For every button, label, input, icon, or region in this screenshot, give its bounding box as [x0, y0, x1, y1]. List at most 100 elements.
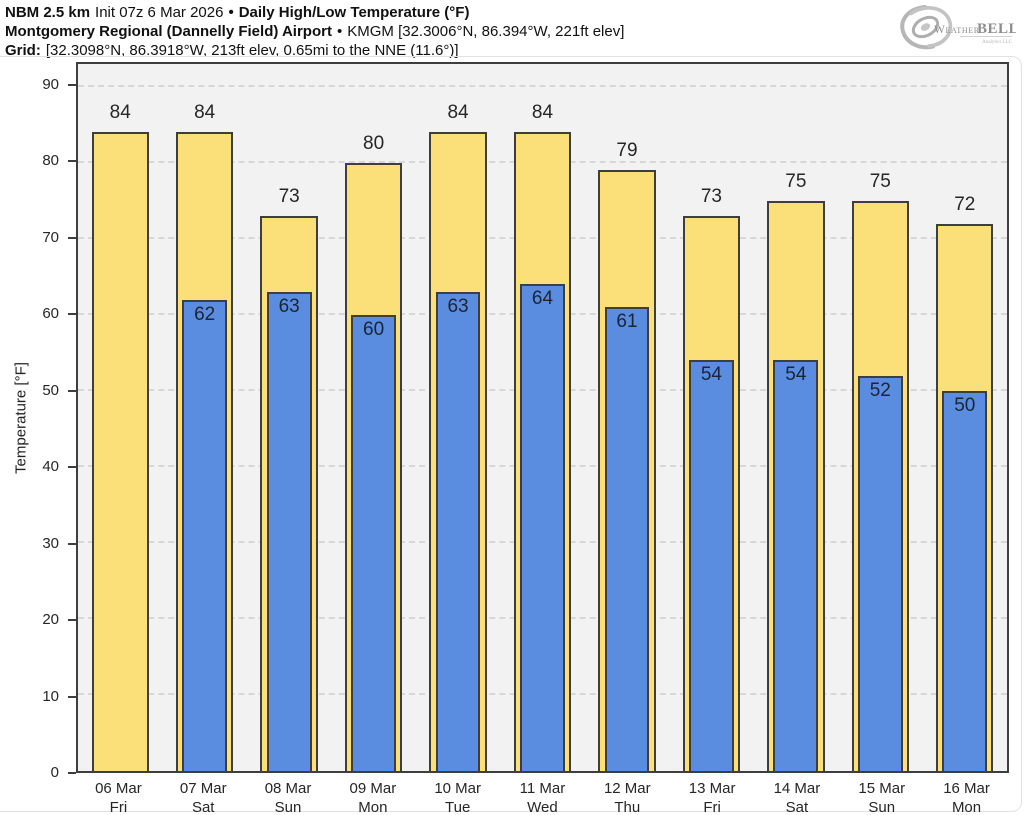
low-bar: 63: [266, 292, 312, 771]
low-bar: 54: [689, 360, 734, 771]
header-line-1: NBM 2.5 km Init 07z 6 Mar 2026 • Daily H…: [5, 3, 624, 22]
y-tick-mark-40: [68, 466, 76, 469]
x-tick-label-11: 16 Mar Mon: [924, 779, 1009, 815]
y-tick-mark-20: [68, 619, 76, 622]
y-tick-label-40: 40: [42, 458, 59, 476]
x-tick-day: Sun: [868, 799, 896, 815]
low-bar: 64: [520, 284, 565, 771]
chart-header: NBM 2.5 km Init 07z 6 Mar 2026 • Daily H…: [5, 3, 624, 60]
x-tick-day: Fri: [703, 799, 721, 815]
x-tick-date: 15 Mar: [858, 780, 906, 797]
low-value-label: 62: [194, 303, 216, 325]
logo-subtext: Analytics LLC: [982, 40, 1013, 45]
grid-value: [32.3098°N, 86.3918°W, 213ft elev, 0.65m…: [45, 42, 459, 59]
hurricane-swirl-icon: [900, 5, 953, 50]
x-tick-date: 12 Mar: [603, 780, 651, 797]
bar-group-07-mar: 84 62: [162, 64, 246, 771]
x-tick-date: 14 Mar: [773, 780, 821, 797]
x-tick-date: 08 Mar: [264, 780, 312, 797]
bar-group-14-mar: 75 54: [754, 64, 838, 771]
low-value-label: 50: [954, 394, 976, 416]
high-value-label: 75: [785, 170, 807, 192]
low-value-label: 64: [531, 288, 554, 310]
header-line-2: Montgomery Regional (Dannelly Field) Air…: [5, 22, 624, 41]
x-tick-date: 11 Mar: [519, 780, 566, 797]
low-bar: 63: [435, 292, 481, 771]
low-value-label: 63: [278, 296, 300, 318]
low-bar: 60: [351, 314, 396, 771]
high-value-label: 84: [194, 102, 216, 124]
y-tick-label-20: 20: [42, 611, 59, 629]
y-tick-label-80: 80: [42, 152, 59, 170]
x-tick-day: Sat: [191, 799, 215, 815]
y-tick-mark-60: [68, 313, 76, 316]
high-bar: [91, 132, 149, 771]
x-tick-date: 13 Mar: [688, 780, 736, 797]
x-tick-day: Thu: [614, 799, 641, 815]
high-value-label: 73: [700, 186, 722, 208]
x-tick-label-4: 09 Mar Mon: [330, 779, 415, 815]
x-tick-label-8: 13 Mar Fri: [670, 779, 755, 815]
bar-group-10-mar: 84 63: [416, 64, 500, 771]
y-tick-label-10: 10: [42, 687, 59, 705]
high-value-label: 84: [447, 102, 469, 124]
bullet-separator: •: [336, 23, 343, 40]
low-value-label: 54: [700, 364, 722, 386]
y-tick-mark-0: [68, 772, 76, 774]
bar-columns: 84 84 62 73 63 80 60 84 63 84 64 79 61 73 54 75 54 75 52 72…: [78, 64, 1007, 771]
bar-group-12-mar: 79 61: [585, 64, 669, 771]
x-axis: 06 Mar Fri 07 Mar Sat 08 Mar Sun 09 Mar Mon 10 M…: [76, 779, 1009, 815]
y-axis: Temperature [°F] 0 10 20 30 40 50 60 70 80 90: [0, 62, 76, 781]
x-tick-day: Wed: [527, 799, 558, 815]
x-tick-label-7: 12 Mar Thu: [585, 779, 670, 815]
bar-group-13-mar: 73 54: [669, 64, 753, 771]
high-value-label: 72: [954, 193, 976, 215]
plot-area: 84 84 62 73 63 80 60 84 63 84 64 79 61 73 54 75 54 75 52 72…: [76, 62, 1009, 773]
low-value-label: 60: [363, 318, 385, 340]
y-tick-label-0: 0: [50, 764, 59, 781]
low-bar: 61: [604, 307, 650, 771]
gridline-90: [78, 84, 1007, 87]
x-tick-label-10: 15 Mar Sun: [839, 779, 924, 815]
high-value-label: 84: [531, 102, 554, 124]
x-tick-date: 09 Mar: [349, 780, 397, 797]
y-tick-mark-30: [68, 542, 76, 545]
x-tick-day: Sun: [274, 799, 302, 815]
chart-title: Daily High/Low Temperature (°F): [238, 4, 470, 21]
bar-group-09-mar: 80 60: [331, 64, 415, 771]
y-tick-label-30: 30: [42, 534, 59, 552]
bullet-separator: •: [228, 4, 234, 21]
y-tick-label-90: 90: [42, 75, 59, 93]
station-name: Montgomery Regional (Dannelly Field) Air…: [5, 23, 332, 40]
high-value-label: 80: [363, 132, 385, 154]
x-tick-label-3: 08 Mar Sun: [246, 779, 331, 815]
logo-text-weather: Weather: [934, 24, 980, 36]
x-tick-day: Mon: [951, 799, 982, 815]
high-value-label: 73: [278, 186, 300, 208]
header-line-3: Grid: [32.3098°N, 86.3918°W, 213ft elev,…: [5, 41, 624, 60]
bar-group-15-mar: 75 52: [838, 64, 922, 771]
x-tick-day: Sat: [785, 799, 809, 815]
grid-label: Grid:: [5, 42, 41, 59]
y-tick-mark-50: [68, 389, 76, 392]
y-tick-label-60: 60: [42, 305, 59, 323]
x-tick-date: 06 Mar: [95, 780, 142, 797]
x-tick-label-2: 07 Mar Sat: [161, 779, 246, 815]
y-tick-mark-70: [68, 236, 76, 239]
low-value-label: 63: [447, 296, 469, 318]
y-tick-label-50: 50: [42, 381, 59, 399]
low-value-label: 54: [785, 364, 807, 386]
x-tick-label-9: 14 Mar Sat: [755, 779, 840, 815]
high-value-label: 79: [616, 140, 638, 162]
bar-group-16-mar: 72 50: [923, 64, 1007, 771]
x-tick-date: 16 Mar: [943, 780, 990, 797]
y-tick-mark-90: [68, 83, 76, 86]
x-tick-date: 07 Mar: [179, 780, 227, 797]
x-tick-day: Mon: [358, 799, 388, 815]
low-bar: 52: [857, 375, 903, 771]
x-tick-label-6: 11 Mar Wed: [500, 779, 585, 815]
logo-text-bell: BELL: [977, 21, 1016, 37]
y-tick-mark-10: [68, 695, 76, 698]
station-meta: KMGM [32.3006°N, 86.394°W, 221ft elev]: [347, 23, 625, 40]
y-tick-mark-80: [68, 160, 76, 163]
